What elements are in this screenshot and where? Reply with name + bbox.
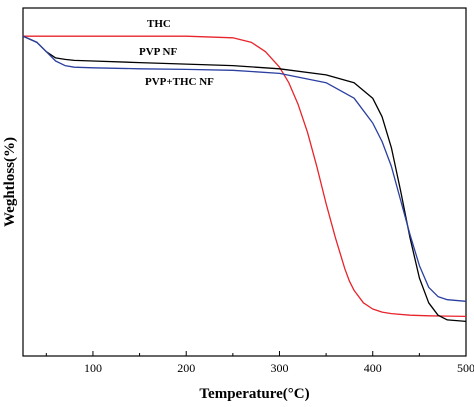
x-axis-title: Temperature(°C) (199, 386, 309, 402)
series-label-3: PVP+THC NF (145, 76, 214, 88)
series-line-3 (22, 35, 467, 302)
series-line-2 (22, 35, 467, 323)
y-axis-title: Weghtloss(%) (2, 137, 18, 227)
x-tick-label: 500 (457, 361, 474, 375)
series-label-2: PVP NF (139, 46, 177, 58)
x-tick-label: 400 (364, 361, 382, 375)
series-label-1: THC (147, 18, 171, 30)
x-tick-label: 100 (84, 361, 102, 375)
x-tick-label: 300 (270, 361, 288, 375)
plot-frame (22, 7, 467, 357)
x-tick-label: 200 (177, 361, 195, 375)
series-line-1 (23, 35, 467, 318)
